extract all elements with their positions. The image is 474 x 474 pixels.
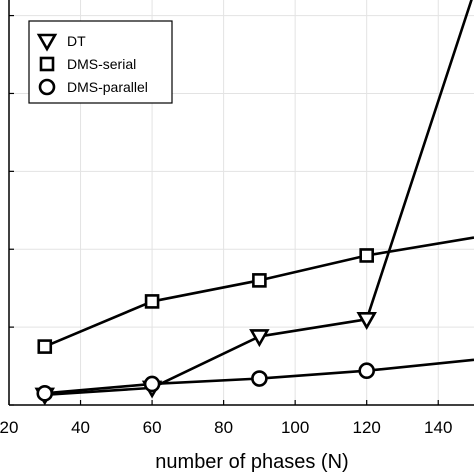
data-point-DMS-serial [359,248,374,263]
x-axis-title: number of phases (N) [155,451,348,473]
x-tick-label: 40 [71,418,90,437]
legend: DT DMS-serial DMS-parallel [28,20,173,104]
data-point-DMS-serial [37,339,53,354]
data-point-DMS-parallel [358,362,375,380]
legend-label: DT [67,33,86,49]
data-point-DMS-parallel [143,375,161,393]
data-point-DT [249,329,270,348]
data-point-DMS-serial [252,273,267,288]
legend-label: DMS-serial [67,56,136,72]
legend-marker-DMS-parallel [38,78,56,96]
x-tick-label: 80 [214,418,233,437]
x-tick-label: 20 [0,418,18,437]
data-point-DMS-parallel [36,385,54,402]
axes [8,0,474,406]
data-point-DMS-serial [144,294,160,309]
legend-label: DMS-parallel [67,79,148,95]
x-tick-label: 60 [143,418,162,437]
series-lines [34,0,474,406]
x-tick-label: 120 [353,418,381,437]
data-point-DT [356,312,377,330]
legend-marker-DT [36,33,58,52]
legend-marker-DMS-serial [39,56,55,72]
tick-labels: 20 40 60 80 100 120 140 [0,418,452,437]
data-point-DMS-parallel [251,370,268,387]
x-tick-label: 140 [424,418,452,437]
x-tick-label: 100 [281,418,309,437]
